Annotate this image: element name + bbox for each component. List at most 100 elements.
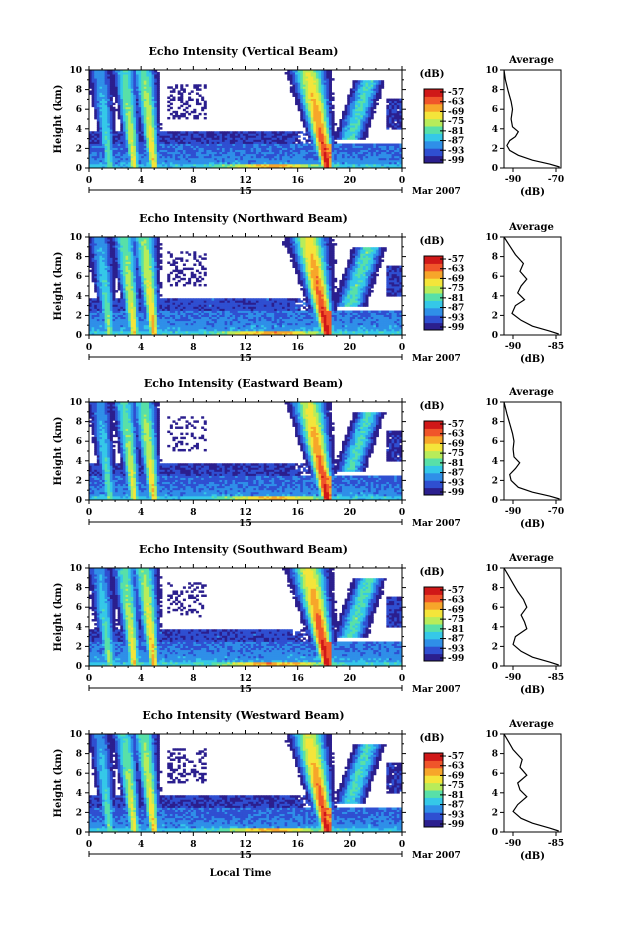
heatmap-cell — [115, 247, 119, 250]
heatmap-cell — [143, 104, 147, 108]
heatmap-cell — [323, 131, 327, 134]
heatmap-cell — [308, 98, 312, 102]
heatmap-cell — [146, 76, 150, 79]
heatmap-cell — [96, 143, 100, 146]
heatmap-cell — [391, 163, 395, 167]
heatmap-cell — [138, 72, 142, 75]
heatmap-cell — [128, 302, 132, 305]
heatmap-cell — [102, 308, 106, 311]
heatmap-cell — [331, 153, 335, 157]
heatmap-cell — [360, 88, 364, 91]
heatmap-cell — [313, 84, 317, 87]
heatmap-cell — [104, 78, 108, 81]
heatmap-cell — [339, 119, 343, 122]
heatmap-cell — [206, 143, 210, 146]
heatmap-cell — [292, 147, 296, 151]
heatmap-cell — [133, 141, 137, 144]
heatmap-cell — [190, 147, 194, 151]
heatmap-cell — [394, 151, 398, 155]
heatmap-cell — [117, 96, 121, 99]
heatmap-cell — [125, 332, 129, 336]
heatmap-cell — [133, 314, 137, 318]
heatmap-cell — [125, 123, 129, 126]
heatmap-cell — [104, 302, 108, 305]
heatmap-cell — [360, 80, 364, 83]
heatmap-cell — [133, 263, 137, 266]
heatmap-cell — [308, 163, 312, 167]
heatmap-cell — [365, 145, 369, 148]
heatmap-cell — [104, 161, 108, 165]
heatmap-cell — [125, 294, 129, 297]
heatmap-cell — [141, 135, 145, 138]
heatmap-cell — [128, 298, 132, 301]
heatmap-cell — [91, 267, 95, 271]
heatmap-cell — [349, 145, 353, 148]
heatmap-cell — [321, 123, 325, 126]
heatmap-cell — [349, 161, 353, 165]
heatmap-cell — [120, 92, 124, 95]
heatmap-cell — [167, 116, 171, 120]
heatmap-cell — [370, 82, 374, 85]
heatmap-cell — [198, 131, 202, 134]
heatmap-cell — [198, 145, 202, 148]
heatmap-cell — [355, 145, 359, 148]
heatmap-cell — [138, 100, 142, 104]
heatmap-cell — [99, 84, 103, 87]
heatmap-cell — [308, 147, 312, 151]
heatmap-cell — [148, 151, 152, 155]
heatmap-cell — [399, 153, 403, 157]
heatmap-cell — [91, 92, 95, 95]
heatmap-cell — [148, 283, 152, 287]
heatmap-cell — [195, 139, 199, 142]
heatmap-cell — [102, 253, 106, 256]
heatmap-cell — [107, 84, 111, 87]
heatmap-cell — [122, 143, 126, 146]
heatmap-cell — [391, 149, 395, 153]
heatmap-cell — [120, 98, 124, 102]
heatmap-cell — [138, 298, 142, 301]
heatmap-cell — [305, 84, 309, 87]
heatmap-cell — [102, 139, 106, 142]
heatmap-cell — [99, 98, 103, 102]
heatmap-cell — [355, 110, 359, 114]
heatmap-cell — [172, 135, 176, 138]
heatmap-cell — [94, 106, 98, 110]
heatmap-cell — [141, 98, 145, 102]
heatmap-cell — [94, 277, 98, 281]
heatmap-cell — [370, 165, 374, 169]
heatmap-cell — [94, 259, 98, 262]
heatmap-cell — [180, 96, 184, 99]
heatmap-cell — [328, 110, 332, 114]
heatmap-cell — [227, 157, 231, 161]
heatmap-cell — [148, 281, 152, 285]
heatmap-cell — [368, 100, 372, 104]
heatmap-cell — [339, 159, 343, 163]
heatmap-cell — [399, 127, 403, 130]
heatmap-cell — [122, 314, 126, 318]
heatmap-cell — [109, 241, 113, 244]
heatmap-cell — [235, 153, 239, 157]
heatmap-cell — [141, 131, 145, 134]
heatmap-cell — [143, 88, 147, 91]
heatmap-cell — [117, 147, 121, 151]
heatmap-cell — [357, 106, 361, 110]
heatmap-cell — [141, 121, 145, 124]
heatmap-cell — [360, 163, 364, 167]
heatmap-cell — [315, 137, 319, 140]
heatmap-cell — [115, 96, 119, 99]
heatmap-cell — [297, 102, 301, 106]
heatmap-cell — [224, 165, 228, 169]
heatmap-cell — [96, 292, 100, 295]
heatmap-cell — [190, 110, 194, 114]
heatmap-cell — [122, 330, 126, 334]
heatmap-cell — [151, 312, 155, 315]
heatmap-cell — [141, 261, 145, 264]
heatmap-cell — [198, 141, 202, 144]
heatmap-cell — [313, 96, 317, 99]
heatmap-cell — [104, 141, 108, 144]
heatmap-cell — [195, 151, 199, 155]
heatmap-cell — [370, 145, 374, 148]
heatmap-cell — [292, 145, 296, 148]
heatmap-cell — [378, 92, 382, 95]
heatmap-cell — [318, 149, 322, 153]
